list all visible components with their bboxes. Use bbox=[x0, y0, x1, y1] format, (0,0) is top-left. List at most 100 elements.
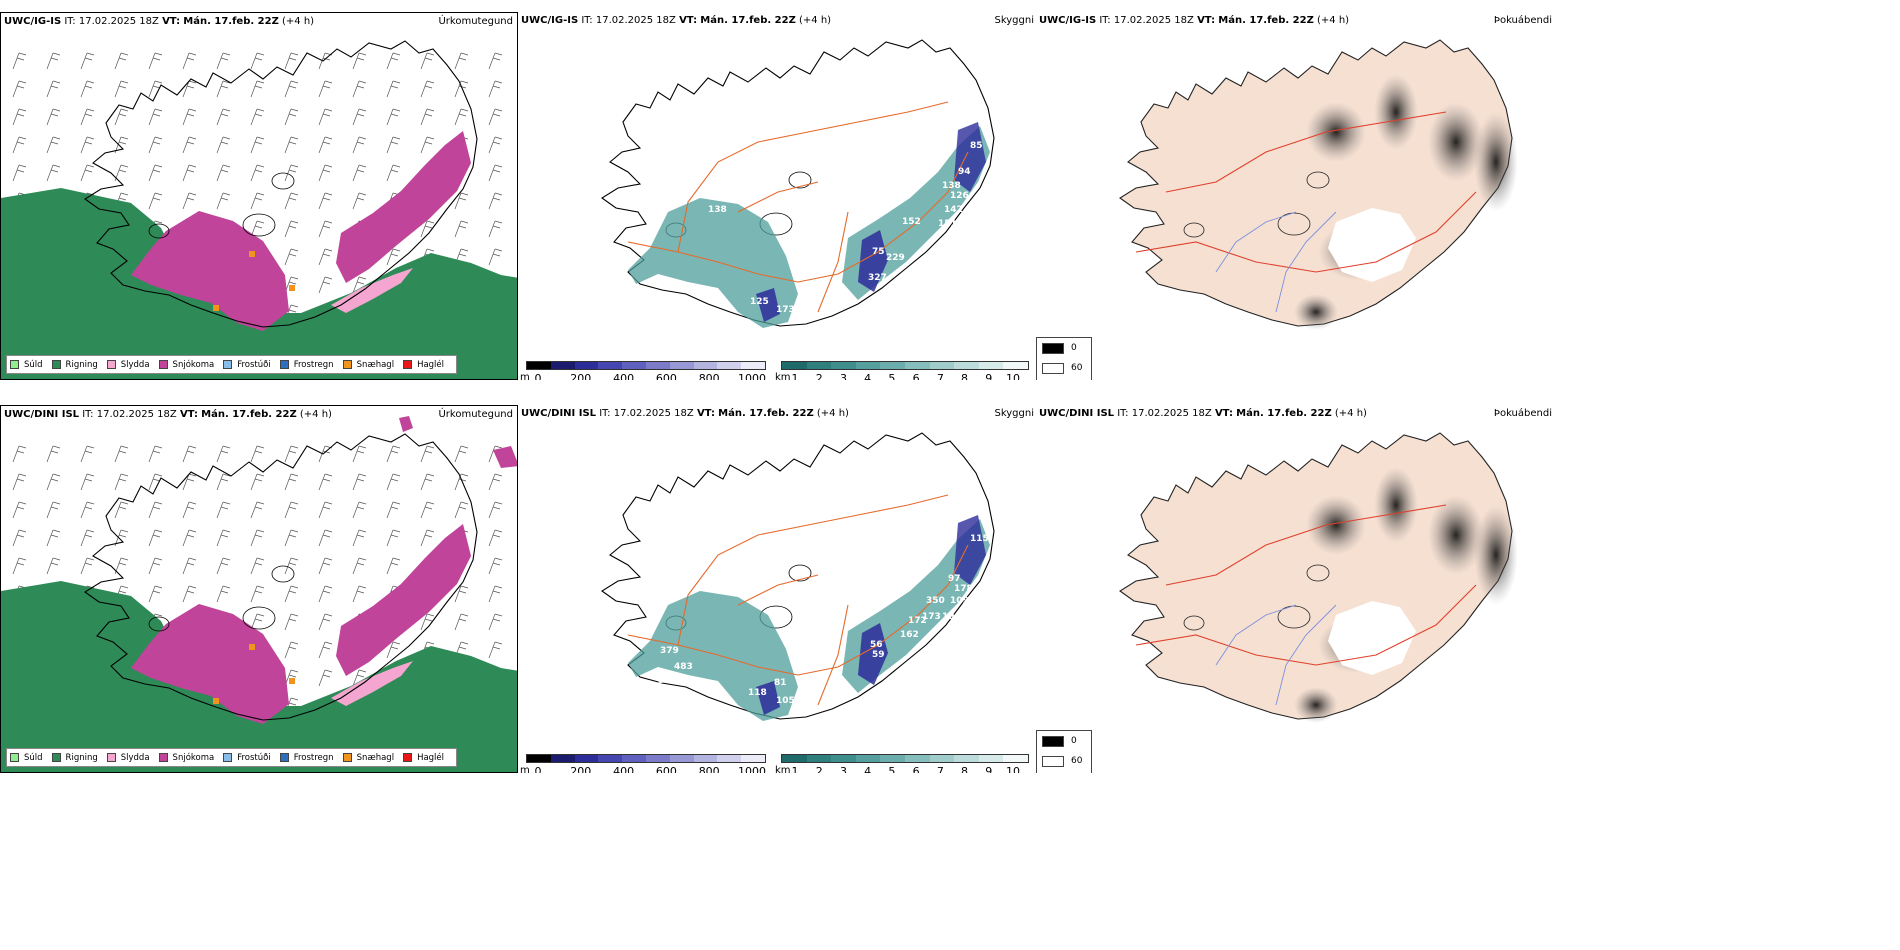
precip-type-title: Úrkomutegund bbox=[438, 16, 513, 27]
wind-barb bbox=[352, 164, 367, 182]
colorbar-tick: 800 bbox=[698, 372, 720, 380]
low-cloud-area bbox=[756, 681, 780, 715]
legend-label: Súld bbox=[24, 752, 43, 763]
wind-barb bbox=[352, 557, 367, 575]
wind-barb bbox=[250, 529, 265, 547]
wind-barb bbox=[488, 108, 503, 126]
colorbar-tick: 10 bbox=[1006, 372, 1020, 380]
wind-barb bbox=[12, 501, 27, 519]
precip-type-panel-bottom: UWC/DINI ISL IT: 17.02.2025 18Z VT: Mán.… bbox=[0, 405, 518, 773]
snow-area-east bbox=[336, 524, 471, 676]
glacier-outline bbox=[242, 606, 276, 630]
wind-barb bbox=[148, 164, 163, 182]
wind-barb bbox=[318, 613, 333, 631]
wind-barb bbox=[454, 220, 469, 238]
wind-barb bbox=[284, 473, 299, 491]
wind-barb bbox=[216, 445, 231, 463]
fog-legend-value: 0 bbox=[1071, 736, 1077, 746]
wind-barb bbox=[12, 52, 27, 70]
fog-clear-area bbox=[1328, 208, 1416, 282]
wind-barb bbox=[148, 557, 163, 575]
colorbar-tick: 2 bbox=[815, 765, 823, 773]
wind-barb bbox=[284, 585, 299, 603]
ice-pellet-spot bbox=[289, 285, 295, 291]
wind-barb bbox=[352, 52, 367, 70]
iceland-outline bbox=[1119, 39, 1513, 327]
wind-barb bbox=[352, 108, 367, 126]
glacier-outline bbox=[788, 564, 812, 582]
colorbar-tick: 5 bbox=[888, 372, 896, 380]
wind-barb bbox=[420, 80, 435, 98]
rain-area bbox=[1, 188, 517, 379]
legend-swatch bbox=[10, 360, 19, 369]
legend-label: Snæhagl bbox=[356, 752, 395, 763]
wind-barb bbox=[488, 529, 503, 547]
wind-barb bbox=[148, 52, 163, 70]
wind-barb bbox=[216, 585, 231, 603]
colorbar-tick: 600 bbox=[655, 372, 677, 380]
wind-barb bbox=[216, 108, 231, 126]
height-colorbar-top: m 0 200 400 600 800 1000 bbox=[518, 357, 772, 380]
wind-barb bbox=[114, 501, 129, 519]
wind-barb bbox=[80, 52, 95, 70]
colorbar-tick: 1 bbox=[791, 765, 799, 773]
cloud-base-label: 483 bbox=[674, 662, 693, 672]
wind-barb bbox=[352, 473, 367, 491]
wind-barb bbox=[488, 52, 503, 70]
wind-barb bbox=[182, 529, 197, 547]
wind-barb bbox=[250, 108, 265, 126]
iceland-outline bbox=[84, 40, 478, 328]
legend-label: Snjókoma bbox=[172, 359, 215, 370]
glacier-outline bbox=[148, 223, 170, 239]
legend-swatch bbox=[223, 753, 233, 762]
wind-barb bbox=[386, 80, 401, 98]
legend-item: Haglél bbox=[403, 360, 444, 370]
legend-item: Frostregn bbox=[279, 360, 334, 370]
wind-barb bbox=[46, 557, 61, 575]
wind-barb bbox=[46, 529, 61, 547]
wind-barb bbox=[216, 136, 231, 154]
precip-legend-top: Súld Rigning Slydda Snjókoma Frostúði Frostre… bbox=[6, 355, 458, 374]
wind-barb bbox=[182, 52, 197, 70]
fog-legend-bottom: 0 60 bbox=[1036, 730, 1092, 773]
wind-barb bbox=[250, 501, 265, 519]
colorbar-tick: 200 bbox=[570, 372, 592, 380]
wind-barb bbox=[420, 529, 435, 547]
wind-barb bbox=[386, 473, 401, 491]
wind-barb bbox=[12, 136, 27, 154]
wind-barb bbox=[352, 585, 367, 603]
wind-barb bbox=[46, 445, 61, 463]
wind-barb bbox=[488, 220, 503, 238]
wind-barb bbox=[318, 669, 333, 687]
colorbar-tick: 9 bbox=[985, 372, 993, 380]
wind-barb bbox=[12, 164, 27, 182]
legend-swatch bbox=[10, 753, 19, 762]
wind-barb bbox=[488, 80, 503, 98]
cloud-base-label: 105 bbox=[776, 696, 795, 706]
wind-barb bbox=[454, 192, 469, 210]
legend-item: Frostúði bbox=[223, 753, 271, 763]
cloud-base-label: 229 bbox=[886, 253, 905, 263]
legend-item: Snjókoma bbox=[158, 753, 214, 763]
wind-barb bbox=[488, 613, 503, 631]
visibility-colorbar-bottom: km 1 2 3 4 5 6 7 8 9 10 bbox=[773, 750, 1035, 773]
wind-barb bbox=[80, 108, 95, 126]
colorbar-tick: 800 bbox=[698, 765, 720, 773]
fog-clear-area bbox=[1328, 601, 1416, 675]
wind-barb bbox=[454, 52, 469, 70]
ice-pellet-spot bbox=[213, 305, 219, 311]
wind-barb bbox=[284, 529, 299, 547]
wind-barb bbox=[80, 501, 95, 519]
cloud-base-label: 109 bbox=[950, 596, 969, 606]
fog-index-area bbox=[1306, 102, 1366, 162]
fog-legend-row: 0 bbox=[1042, 338, 1091, 358]
road-network bbox=[627, 494, 969, 706]
wind-barb bbox=[454, 613, 469, 631]
cloud-base-label: 126 bbox=[950, 191, 969, 201]
road-network bbox=[627, 101, 969, 313]
colorbar-tick: 0 bbox=[534, 765, 542, 773]
wind-barb bbox=[318, 585, 333, 603]
wind-barb bbox=[386, 108, 401, 126]
fog-index-area bbox=[1428, 495, 1484, 575]
wind-barb bbox=[318, 641, 333, 659]
